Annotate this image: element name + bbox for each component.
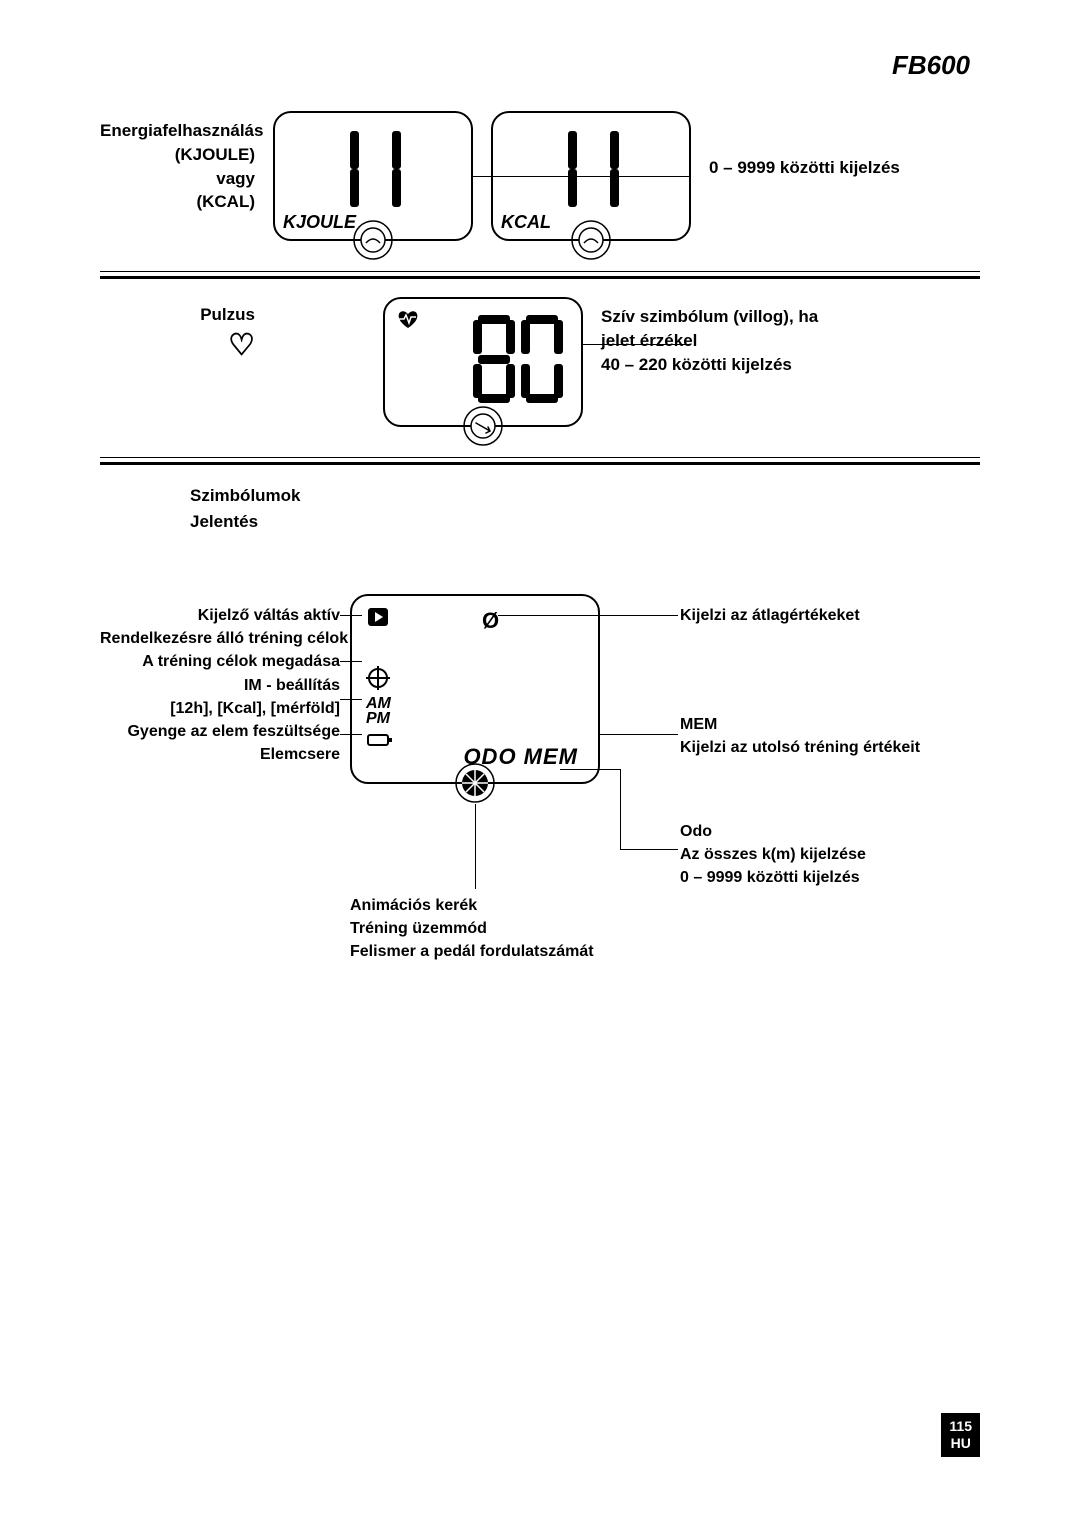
lcd-symbols: AM PM Ø ODO MEM <box>350 594 600 784</box>
label-anim-wheel: Animációs kerék <box>350 894 594 917</box>
label-avg: Kijelzi az átlagértékeket <box>680 604 940 627</box>
pulse-right-labels: Szív szimbólum (villog), ha jelet érzéke… <box>601 297 851 376</box>
pulse-section: Pulzus ♡ <box>100 279 980 457</box>
label-training-goals-set: A tréning célok megadása <box>100 650 340 673</box>
label-training-goals-avail: Rendelkezésre álló tréning célok <box>100 627 340 650</box>
kjoule-digits <box>341 127 405 211</box>
energy-label-3: vagy <box>100 167 255 191</box>
connector <box>620 849 678 850</box>
symbols-header: Szimbólumok Jelentés <box>100 483 980 534</box>
kcal-button-icon <box>570 219 612 261</box>
manual-page: FB600 Energiafelhasználás (KJOULE) vagy … <box>100 50 980 1025</box>
label-units: [12h], [Kcal], [mérföld] <box>100 697 340 720</box>
label-training-mode: Tréning üzemmód <box>350 917 594 940</box>
pulse-value-80 <box>473 315 563 403</box>
label-pedal-rpm: Felismer a pedál fordulatszámát <box>350 940 594 963</box>
label-display-switch: Kijelző váltás aktív <box>100 604 340 627</box>
battery-icon <box>367 734 389 746</box>
energy-range-text: 0 – 9999 közötti kijelzés <box>709 158 900 177</box>
symbols-header-2: Jelentés <box>190 509 980 535</box>
connector <box>475 804 476 889</box>
page-lang: HU <box>949 1435 972 1452</box>
play-icon <box>368 608 388 626</box>
kjoule-label: KJOULE <box>283 212 356 233</box>
symbols-right-labels: Kijelzi az átlagértékeket MEM Kijelzi az… <box>680 604 940 889</box>
symbols-bottom-labels: Animációs kerék Tréning üzemmód Felismer… <box>350 894 594 964</box>
heart-outline-icon: ♡ <box>228 331 255 361</box>
energy-left-labels: Energiafelhasználás (KJOULE) vagy (KCAL) <box>100 111 255 214</box>
symbols-section: Szimbólumok Jelentés Kijelző váltás aktí… <box>100 465 980 1025</box>
lcd-pulse <box>383 297 583 427</box>
pulse-right-line1: Szív szimbólum (villog), ha jelet érzéke… <box>601 305 851 353</box>
label-mem-title: MEM <box>680 713 940 736</box>
connector <box>620 769 621 849</box>
pulse-label: Pulzus <box>100 305 255 325</box>
label-battery-replace: Elemcsere <box>100 743 340 766</box>
energy-label-1: Energiafelhasználás <box>100 119 255 143</box>
pm-text: PM <box>366 711 391 726</box>
kcal-digits <box>559 127 623 211</box>
leader-line <box>473 176 691 177</box>
average-symbol: Ø <box>482 608 499 634</box>
label-odo-title: Odo <box>680 820 940 843</box>
heart-filled-icon <box>397 309 419 335</box>
ampm-icon: AM PM <box>366 696 391 726</box>
pulse-left: Pulzus ♡ <box>100 297 255 361</box>
connector <box>340 699 362 700</box>
label-im-setting: IM - beállítás <box>100 674 340 697</box>
kjoule-button-icon <box>352 219 394 261</box>
lcd-kjoule: KJOULE <box>273 111 473 241</box>
page-number: 115 <box>949 1418 972 1435</box>
connector <box>560 769 620 770</box>
energy-section: Energiafelhasználás (KJOULE) vagy (KCAL)… <box>100 111 980 271</box>
label-odo-line2: 0 – 9999 közötti kijelzés <box>680 866 940 889</box>
symbols-header-1: Szimbólumok <box>190 483 980 509</box>
am-text: AM <box>366 696 391 711</box>
animation-wheel-icon <box>454 762 496 804</box>
page-footer: 115 HU <box>941 1413 980 1457</box>
symbol-stack: AM PM <box>366 608 391 746</box>
symbols-diagram: Kijelző váltás aktív Rendelkezésre álló … <box>100 604 980 874</box>
connector <box>340 661 362 662</box>
energy-range-label: 0 – 9999 közötti kijelzés <box>709 111 900 180</box>
label-low-battery: Gyenge az elem feszültsége <box>100 720 340 743</box>
pulse-right-line2: 40 – 220 közötti kijelzés <box>601 353 851 377</box>
connector <box>498 615 678 616</box>
symbols-left-labels: Kijelző váltás aktív Rendelkezésre álló … <box>100 604 340 766</box>
leader-line <box>583 344 690 345</box>
connector <box>600 734 678 735</box>
label-odo-line1: Az összes k(m) kijelzése <box>680 843 940 866</box>
model-title: FB600 <box>100 50 980 81</box>
pulse-button-icon <box>462 405 504 447</box>
target-icon <box>368 668 388 688</box>
energy-label-4: (KCAL) <box>100 190 255 214</box>
kcal-label: KCAL <box>501 212 551 233</box>
connector <box>340 734 362 735</box>
label-mem-text: Kijelzi az utolsó tréning értékeit <box>680 736 940 759</box>
connector <box>340 615 362 616</box>
energy-label-2: (KJOULE) <box>100 143 255 167</box>
